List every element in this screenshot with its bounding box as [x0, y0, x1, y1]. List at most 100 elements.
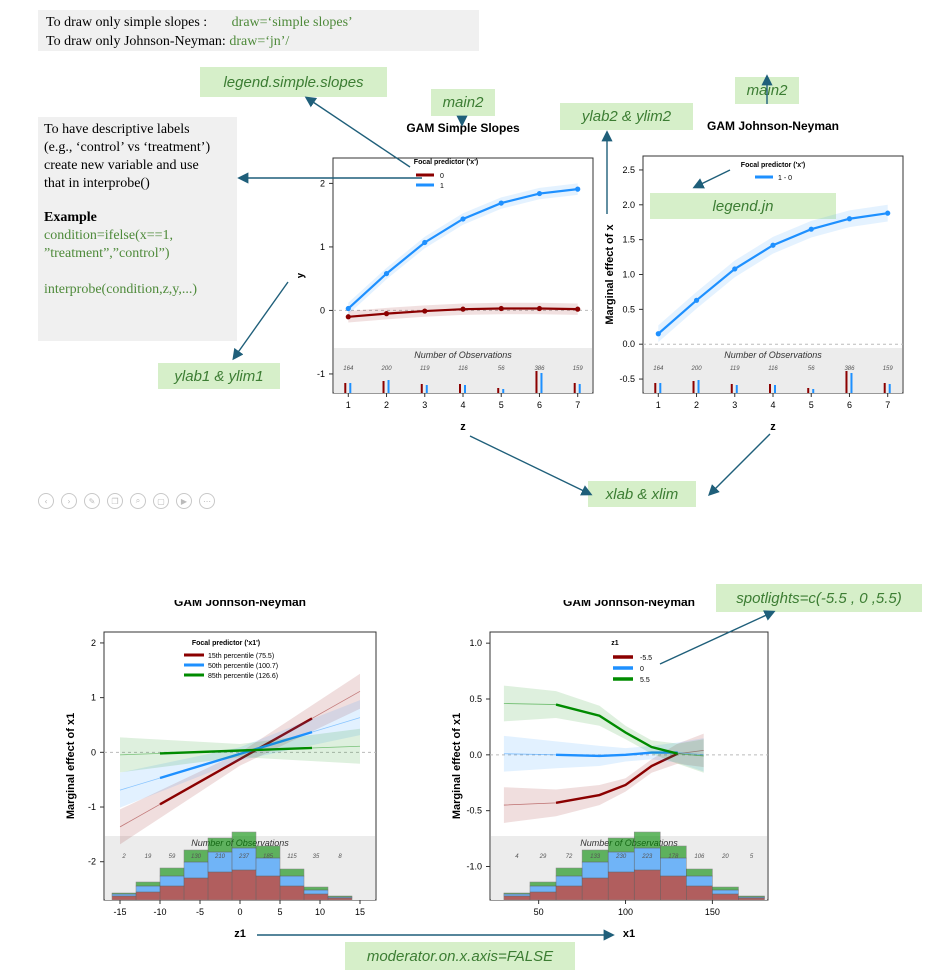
obs-bar: [540, 373, 543, 393]
tag-xlab-xlim: xlab & xlim: [588, 481, 696, 507]
y-tick-label: 1.0: [622, 270, 635, 280]
data-point: [693, 297, 700, 303]
y-tick-label: -2: [88, 857, 96, 867]
observation-count: 119: [420, 366, 430, 372]
series-line: [555, 703, 678, 755]
histogram-bar: [327, 897, 353, 901]
x-axis-label: z: [460, 421, 466, 433]
x-axis-label: z: [770, 421, 776, 433]
x-tick-label: 4: [460, 400, 465, 410]
x-tick-label: 1: [346, 400, 351, 410]
tag-ylab2-ylim2: ylab2 & ylim2: [560, 103, 693, 130]
more-icon[interactable]: ⋯: [199, 493, 215, 509]
observation-count: 223: [641, 854, 653, 860]
chart-title: GAM Johnson-Neyman: [174, 600, 306, 609]
histogram-bar: [503, 892, 531, 895]
histogram-bar: [327, 895, 353, 898]
legend-label: 15th percentile (75.5): [208, 653, 274, 660]
y-tick-label: -1: [317, 369, 325, 379]
x-tick-label: 2: [694, 400, 699, 410]
draw-jn-label: To draw only Johnson-Neyman:: [46, 34, 226, 49]
x-tick-label: -5: [196, 907, 204, 917]
x-axis-label: z1: [234, 928, 246, 940]
obs-bar: [845, 371, 848, 393]
y-tick-label: -1.0: [466, 862, 482, 872]
histogram-bar: [135, 881, 161, 887]
histogram-bar: [279, 875, 305, 887]
note-line-1: To have descriptive labels: [44, 122, 190, 137]
y-tick-label: 0.0: [622, 339, 635, 349]
histogram-bar: [207, 837, 233, 853]
data-point: [345, 305, 351, 312]
confidence-ribbon: [348, 302, 578, 323]
y-tick-label: 0: [91, 747, 96, 757]
histogram-bar: [303, 893, 329, 901]
observation-count: 230: [615, 854, 627, 860]
data-point: [732, 266, 738, 272]
obs-bar: [697, 380, 700, 393]
data-point: [575, 306, 581, 312]
histogram-bar: [279, 868, 305, 877]
data-point: [885, 210, 891, 216]
note-line-3: create new variable and use: [44, 158, 199, 173]
copy-icon[interactable]: ❐: [107, 493, 123, 509]
x-tick-label: 50: [534, 907, 544, 917]
fit-icon[interactable]: ▢: [153, 493, 169, 509]
x-tick-label: 5: [809, 400, 814, 410]
legend-label: 50th percentile (100.7): [208, 663, 278, 670]
histogram-bar: [255, 875, 281, 901]
x-tick-label: 6: [537, 400, 542, 410]
obs-bar: [774, 385, 776, 393]
next-icon[interactable]: ›: [61, 493, 77, 509]
tag-moderator-on-x-axis: moderator.on.x.axis=FALSE: [345, 942, 575, 970]
y-tick-label: 1: [320, 242, 325, 252]
histogram-bar: [633, 869, 661, 901]
data-point: [536, 190, 543, 197]
camera-icon[interactable]: ▶: [176, 493, 192, 509]
chart-title: GAM Johnson-Neyman: [707, 120, 839, 133]
obs-bar: [654, 383, 657, 393]
viewer-toolbar: ‹ › ✎ ❐ ⌕ ▢ ▶ ⋯: [38, 493, 215, 509]
data-point: [460, 216, 466, 222]
observation-count: 19: [145, 854, 152, 860]
histogram-bar: [303, 886, 329, 891]
arrow-xlab-left: [469, 435, 593, 496]
obs-bar: [387, 380, 390, 393]
draw-icon[interactable]: ✎: [84, 493, 100, 509]
histogram-bar: [555, 875, 583, 887]
data-point: [575, 186, 581, 192]
x-tick-label: 5: [277, 907, 282, 917]
histogram-bar: [686, 885, 713, 901]
obs-bar: [573, 383, 576, 393]
observation-count: 20: [721, 854, 729, 860]
tag-main2-left: main2: [431, 89, 495, 116]
histogram-bar: [159, 867, 185, 877]
histogram-bar: [255, 845, 281, 859]
histogram-bar: [159, 875, 185, 887]
legend-label: 5.5: [640, 677, 650, 684]
histogram-bar: [686, 875, 713, 887]
legend-title: z1: [611, 640, 619, 647]
data-point: [422, 308, 428, 314]
tag-legend-jn: legend.jn: [650, 193, 836, 219]
histogram-bar: [555, 885, 583, 901]
arrow-ylab1: [232, 281, 289, 361]
observation-count: 237: [238, 854, 250, 860]
observation-count: 130: [191, 854, 202, 860]
x-tick-label: 1: [656, 400, 661, 410]
histogram-bar: [135, 885, 161, 893]
prev-icon[interactable]: ‹: [38, 493, 54, 509]
x-tick-label: 100: [618, 907, 633, 917]
data-point: [345, 314, 351, 320]
series-line: [159, 746, 313, 755]
histogram-bar: [581, 877, 609, 901]
histogram-bar: [660, 875, 687, 901]
observation-count: 210: [214, 854, 226, 860]
histogram-bar: [607, 837, 635, 853]
legend-label: 1 - 0: [778, 175, 792, 182]
x-tick-label: -10: [153, 907, 166, 917]
series-line: [657, 212, 888, 335]
zoom-icon[interactable]: ⌕: [130, 493, 146, 509]
observation-count: 164: [343, 366, 354, 372]
tag-legend-simple-slopes: legend.simple.slopes: [200, 67, 387, 97]
